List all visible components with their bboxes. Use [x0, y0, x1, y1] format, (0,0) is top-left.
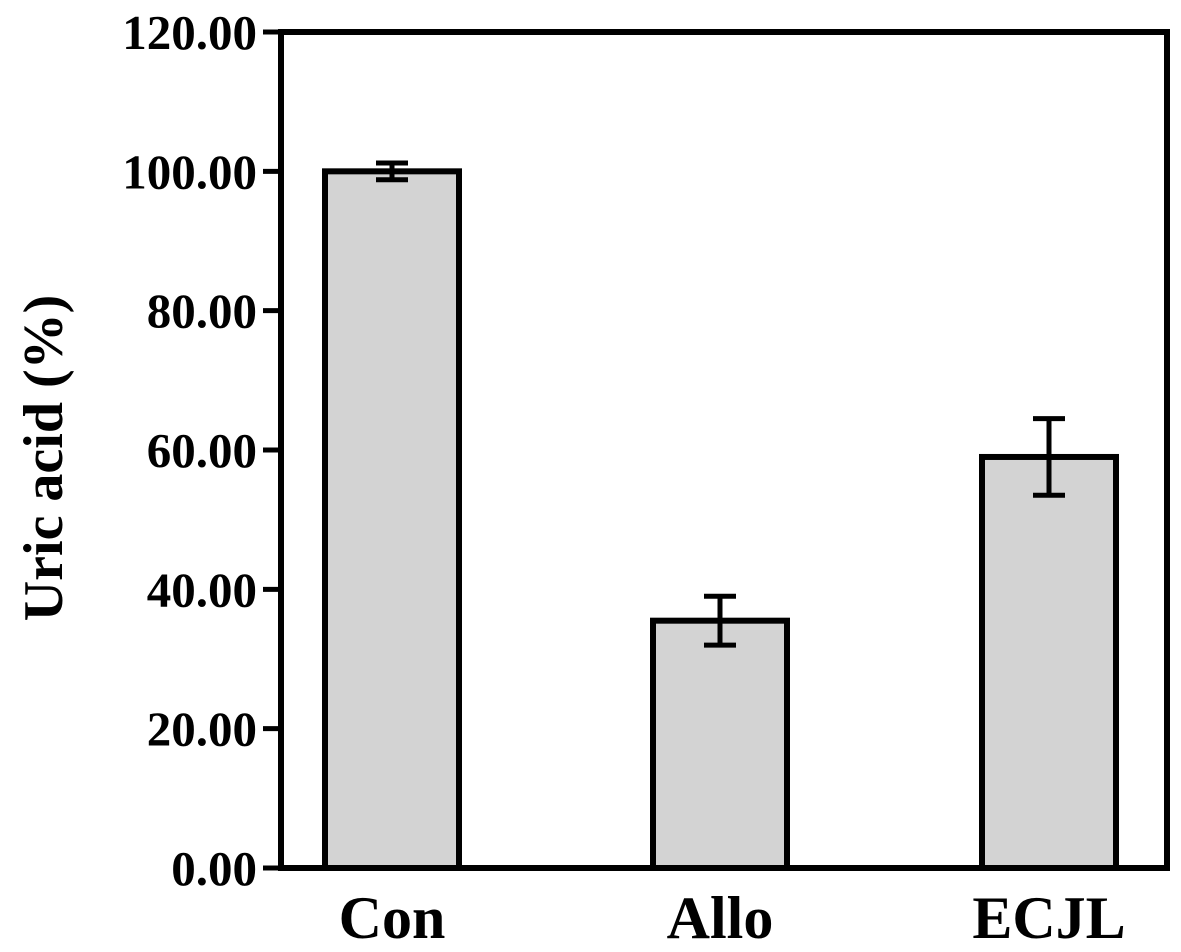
y-tick-label: 100.00 [122, 144, 257, 199]
y-tick-label: 20.00 [147, 702, 257, 757]
plot-frame [278, 29, 1170, 871]
x-category-label: ECJL [972, 885, 1125, 951]
y-tick-label: 60.00 [147, 423, 257, 478]
bar [650, 617, 790, 872]
x-axis-labels: Con Allo ECJL [339, 885, 1126, 951]
bars [322, 168, 1119, 872]
y-tick-label: 0.00 [171, 841, 257, 896]
error-bars [376, 160, 1065, 648]
y-axis-title: Uric acid (%) [13, 295, 75, 622]
x-category-label: Con [339, 885, 446, 951]
y-tick-label: 80.00 [147, 284, 257, 339]
bar [979, 453, 1119, 871]
y-axis-ticks: 0.00 20.00 40.00 60.00 80.00 100.00 120.00 [122, 5, 281, 896]
y-tick-label: 40.00 [147, 562, 257, 617]
x-category-label: Allo [667, 885, 774, 951]
bar [322, 168, 462, 872]
y-tick-label: 120.00 [122, 5, 257, 60]
